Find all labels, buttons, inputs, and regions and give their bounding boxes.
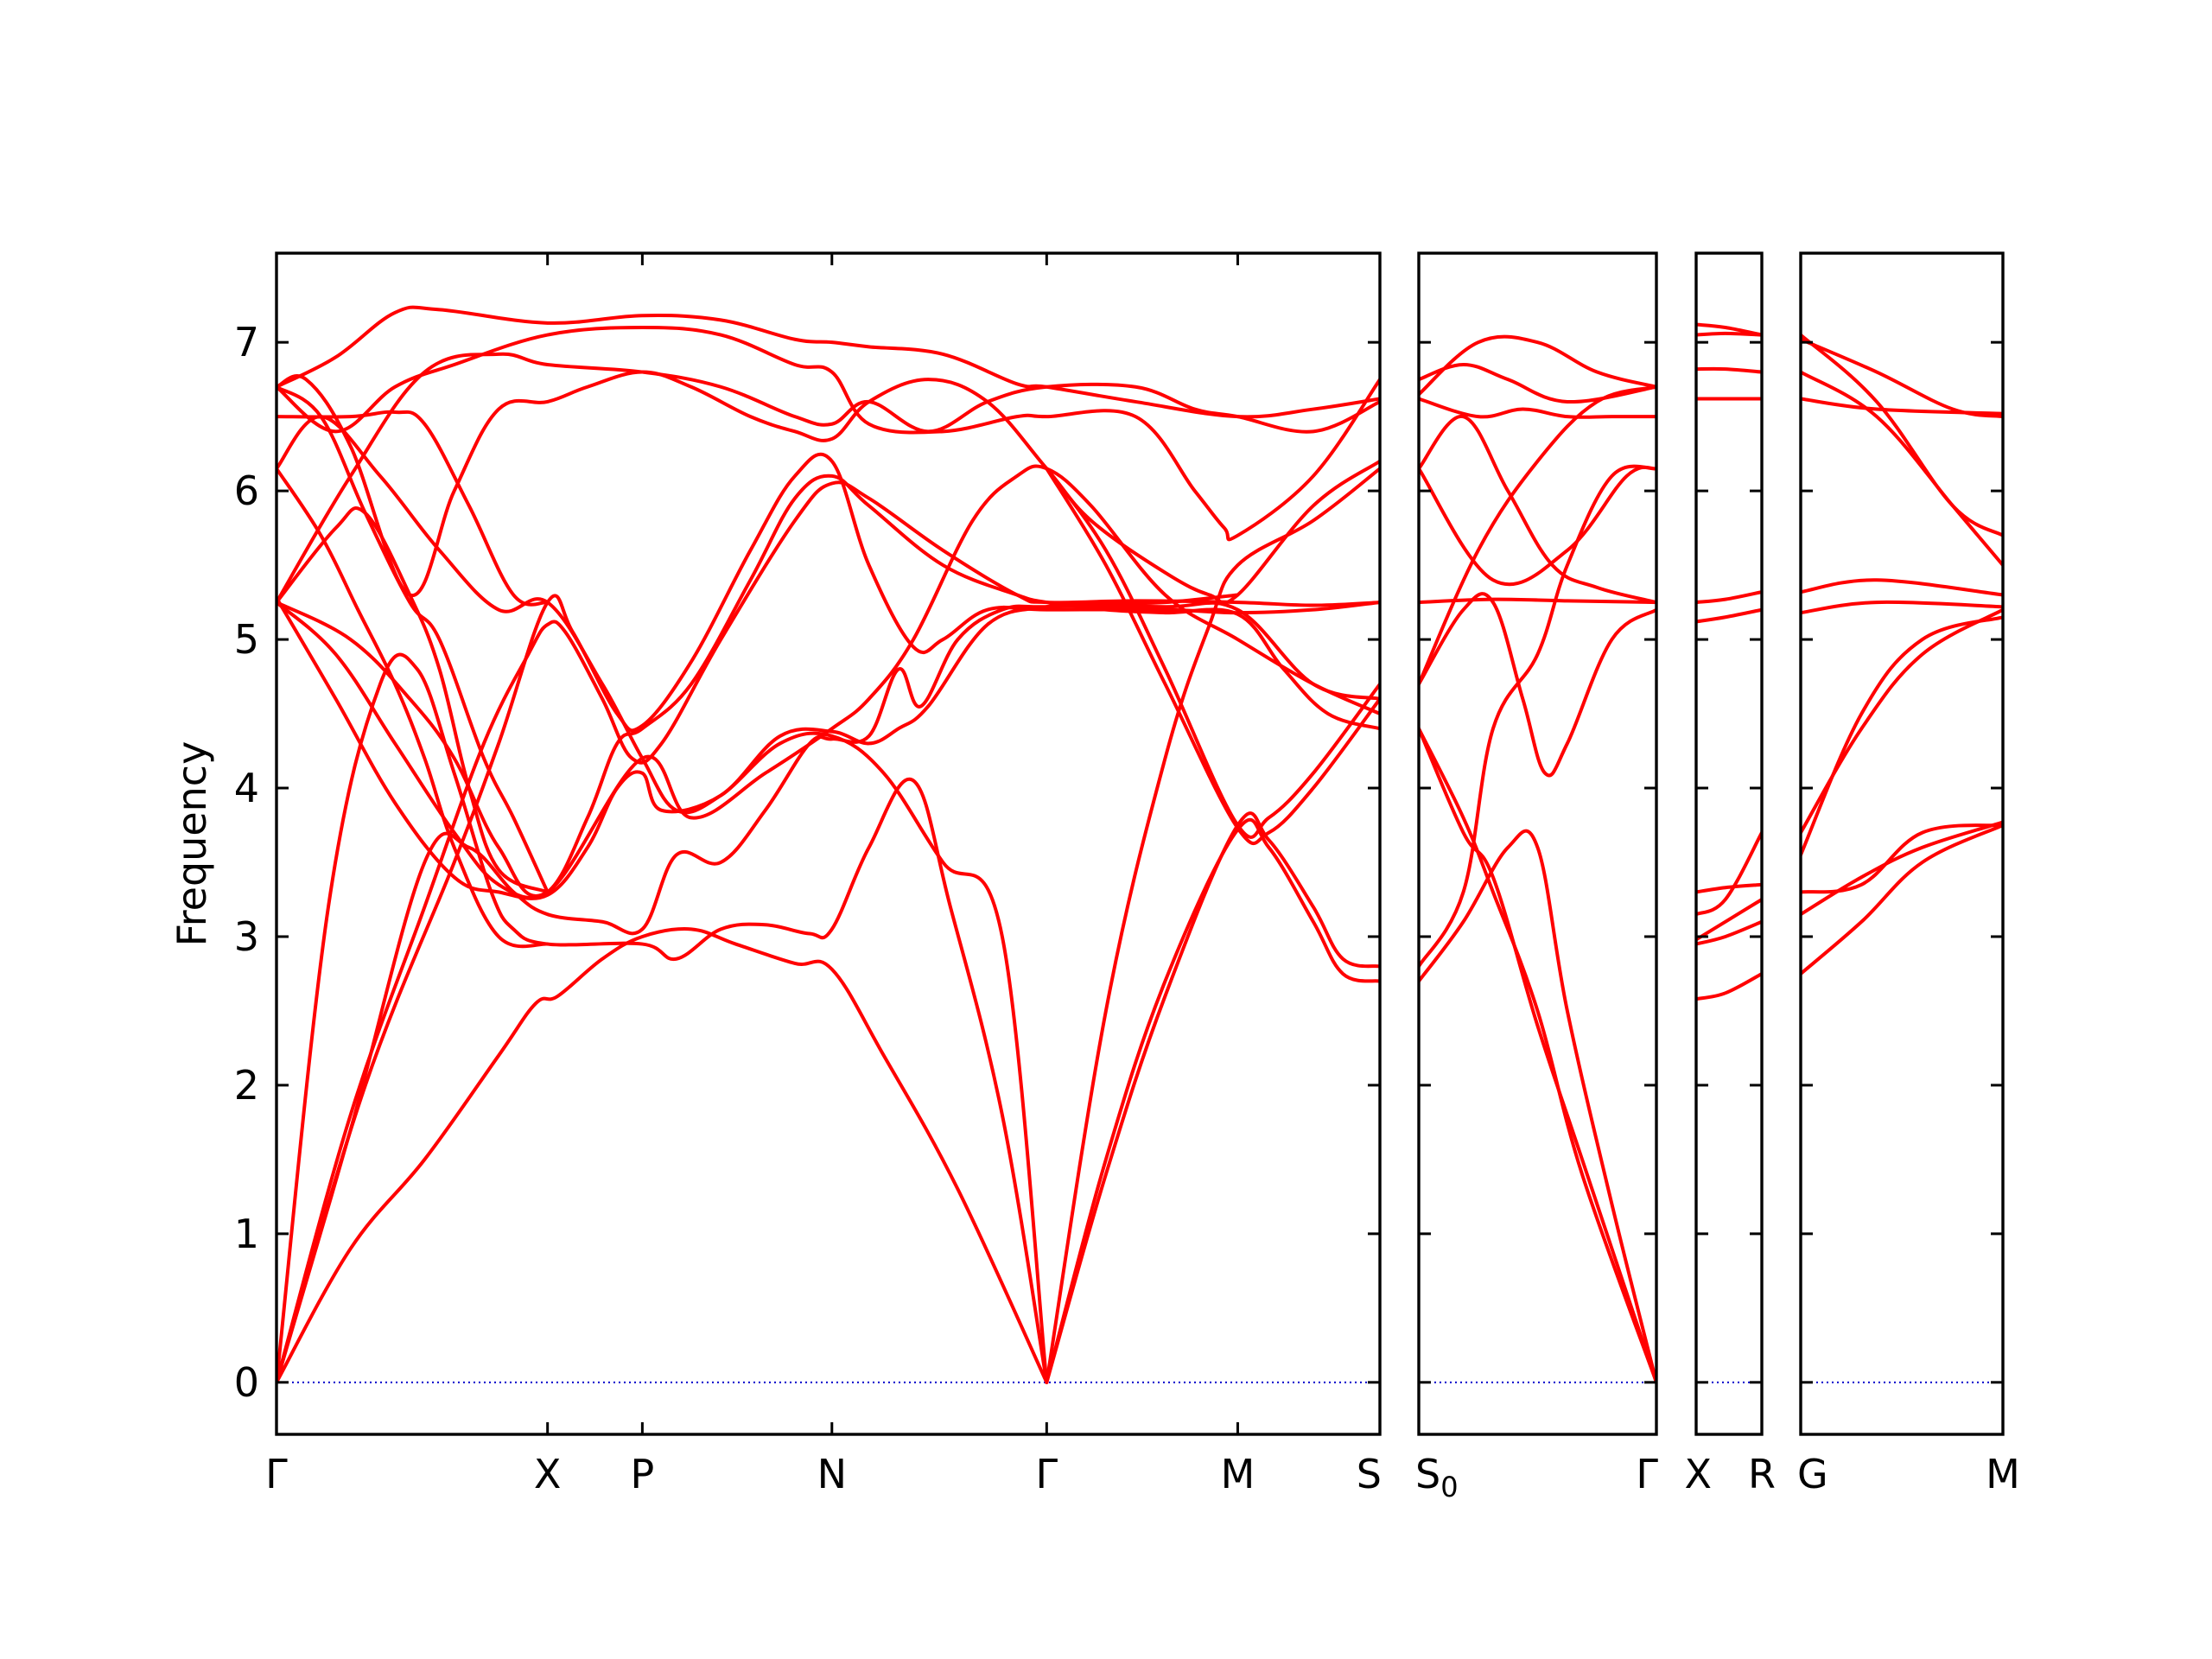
- band-line: [1419, 727, 1656, 1384]
- x-tick-label: Γ: [265, 1451, 288, 1497]
- band-line: [1801, 820, 2003, 917]
- y-tick-label: 6: [234, 467, 259, 514]
- band-line: [1801, 607, 2003, 835]
- band-line: [276, 385, 550, 894]
- band-line: [1419, 415, 1656, 605]
- band-line: [276, 415, 1049, 1384]
- band-line: [1045, 811, 1380, 1384]
- x-tick-label: M: [1221, 1451, 1255, 1497]
- band-line: [276, 370, 1380, 605]
- y-tick-label: 3: [234, 913, 259, 960]
- x-tick-label: S: [1357, 1451, 1382, 1497]
- band-line: [1419, 464, 1656, 969]
- x-tick-label: X: [534, 1451, 562, 1497]
- band-line: [1419, 334, 1656, 397]
- band-line: [1801, 823, 2003, 976]
- band-line: [276, 352, 1380, 605]
- band-panels: Γ X P N Γ M S S0 Γ X R G M: [265, 251, 2020, 1503]
- band-line: [1419, 397, 1656, 419]
- x-tick-label: P: [631, 1451, 655, 1497]
- band-line: [276, 927, 1049, 1384]
- band-line: [276, 652, 1049, 1384]
- band-line: [1045, 467, 1380, 839]
- band-line: [1419, 829, 1656, 1384]
- band-line: [1801, 397, 2003, 416]
- band-line: [276, 506, 550, 894]
- band-line: [276, 325, 1380, 542]
- band-line: [1696, 971, 1762, 1001]
- band-line: [1419, 727, 1656, 1384]
- bands: [1801, 333, 2003, 976]
- band-line: [1801, 337, 2003, 419]
- bands: [1696, 322, 1762, 1001]
- band-line: [1696, 590, 1762, 605]
- band-line: [1801, 578, 2003, 597]
- band-line: [1419, 465, 1656, 587]
- panel-frame: [1417, 251, 1658, 1436]
- band-line: [1696, 607, 1762, 624]
- panel-frame: [275, 251, 1382, 1436]
- x-tick-label: Γ: [1036, 1451, 1058, 1497]
- y-tick-label: 0: [234, 1359, 259, 1406]
- y-axis-label: Frequency: [168, 741, 215, 947]
- x-tick-label: M: [1986, 1451, 2020, 1497]
- x-tick-label: X: [1684, 1451, 1712, 1497]
- y-tick-label: 2: [234, 1062, 259, 1109]
- x-tick-label: N: [817, 1451, 847, 1497]
- band-line: [1419, 592, 1656, 778]
- band-line: [276, 452, 1380, 1384]
- band-line: [1696, 322, 1762, 337]
- bands: [276, 305, 1380, 1384]
- band-line: [276, 601, 1380, 1384]
- band-line: [1696, 919, 1762, 946]
- band-line: [1696, 882, 1762, 894]
- band-line: [1696, 830, 1762, 917]
- band-line: [1801, 823, 2003, 894]
- y-tick-label: 4: [234, 765, 259, 811]
- y-tick-label: 7: [234, 319, 259, 365]
- x-tick-label: S0: [1415, 1451, 1459, 1503]
- band-line: [276, 467, 550, 949]
- y-tick-label: 5: [234, 616, 259, 663]
- band-line: [276, 410, 550, 607]
- band-line: [1801, 600, 2003, 615]
- band-line: [1801, 615, 2003, 857]
- band-line: [1045, 467, 1380, 846]
- x-tick-label: Γ: [1636, 1451, 1658, 1497]
- band-line: [276, 474, 1380, 900]
- band-line: [1801, 370, 2003, 568]
- band-line: [1419, 597, 1656, 605]
- x-tick-label: R: [1748, 1451, 1776, 1497]
- bands: [1419, 334, 1656, 1384]
- band-line: [1419, 362, 1656, 404]
- band-line: [1801, 333, 2003, 537]
- y-tick-label: 1: [234, 1211, 259, 1257]
- band-line: [1696, 366, 1762, 374]
- band-line: [276, 305, 1380, 419]
- panel-2: S0 Γ: [1415, 251, 1658, 1503]
- x-tick-label: G: [1797, 1451, 1828, 1497]
- band-line: [1045, 817, 1380, 1384]
- panel-frame: [1799, 251, 2005, 1436]
- y-tick-labels: 0 1 2 3 4 5 6 7: [234, 319, 259, 1406]
- band-line: [1419, 385, 1656, 686]
- panel-frame: [1694, 251, 1764, 1436]
